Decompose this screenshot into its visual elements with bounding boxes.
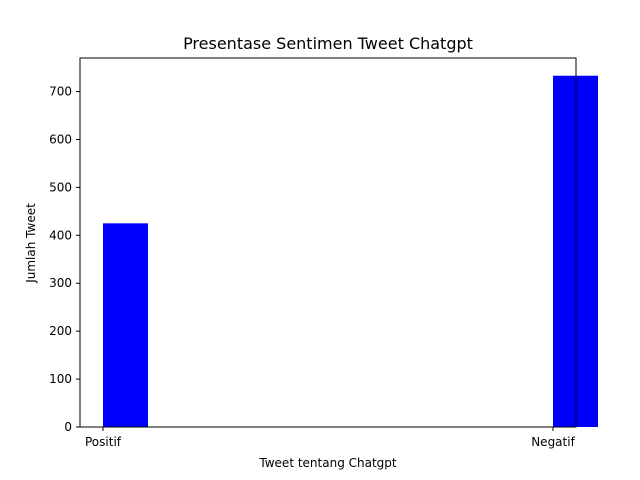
x-tick-label: Negatif xyxy=(531,435,575,449)
y-tick-label: 0 xyxy=(64,420,72,434)
y-tick-label: 600 xyxy=(49,132,72,146)
y-axis-label: Jumlah Tweet xyxy=(24,203,38,284)
x-axis-ticks: Positif Negatif xyxy=(85,427,576,449)
x-tick-label: Positif xyxy=(85,435,122,449)
bar-positif xyxy=(103,223,148,427)
y-tick-label: 700 xyxy=(49,85,72,99)
y-tick-label: 100 xyxy=(49,372,72,386)
plot-frame xyxy=(79,57,577,428)
bars xyxy=(103,75,598,427)
y-tick-label: 300 xyxy=(49,276,72,290)
y-tick-label: 400 xyxy=(49,228,72,242)
y-tick-label: 500 xyxy=(49,180,72,194)
y-axis-ticks: 0 100 200 300 400 500 600 700 xyxy=(49,85,80,434)
chart-title: Presentase Sentimen Tweet Chatgpt xyxy=(183,34,473,53)
x-axis-label: Tweet tentang Chatgpt xyxy=(258,456,397,470)
y-tick-label: 200 xyxy=(49,324,72,338)
